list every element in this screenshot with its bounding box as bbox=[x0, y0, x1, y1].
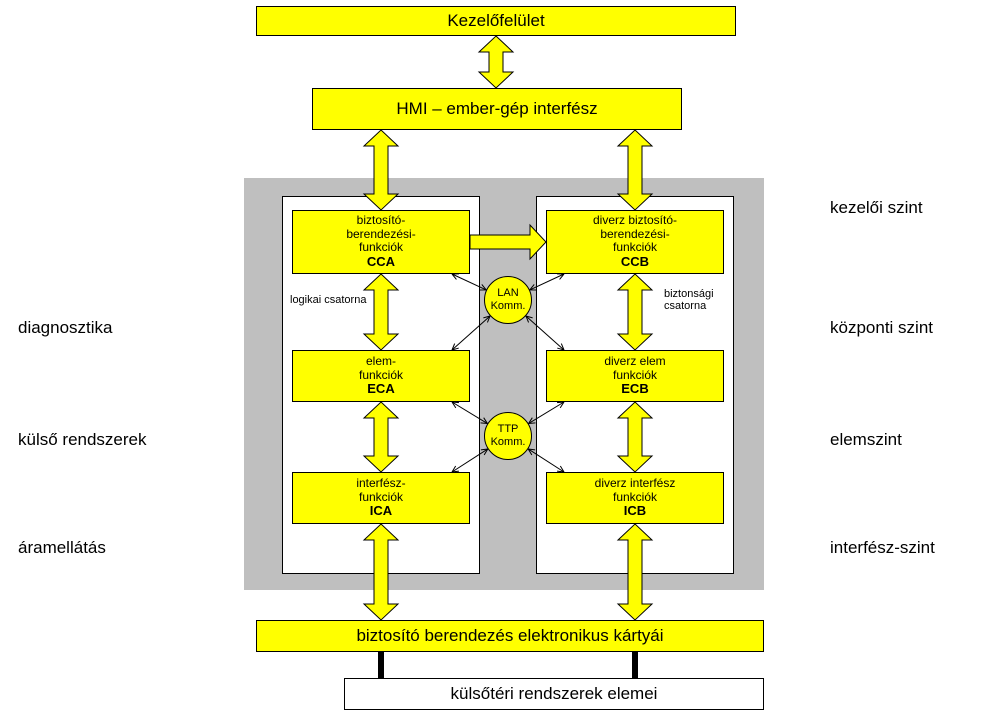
label-logikai-csatorna: logikai csatorna bbox=[290, 294, 366, 306]
box-eca: elem-funkciókECA bbox=[292, 350, 470, 402]
side-label-kezeloi-szint: kezelői szint bbox=[830, 198, 923, 218]
comm-lan: LANKomm. bbox=[484, 276, 532, 324]
side-label-aramellatas: áramellátás bbox=[18, 538, 106, 558]
box-electronic-cards-label: biztosító berendezés elektronikus kártyá… bbox=[356, 626, 663, 646]
box-hmi: HMI – ember-gép interfész bbox=[312, 88, 682, 130]
box-cca: biztosító-berendezési-funkciókCCA bbox=[292, 210, 470, 274]
side-label-kulso-rendszerek: külső rendszerek bbox=[18, 430, 147, 450]
box-electronic-cards: biztosító berendezés elektronikus kártyá… bbox=[256, 620, 764, 652]
box-icb: diverz interfészfunkciókICB bbox=[546, 472, 724, 524]
box-ccb: diverz biztosító-berendezési-funkciókCCB bbox=[546, 210, 724, 274]
box-hmi-label: HMI – ember-gép interfész bbox=[396, 99, 597, 119]
box-external-elements: külsőtéri rendszerek elemei bbox=[344, 678, 764, 710]
side-label-diagnosztika: diagnosztika bbox=[18, 318, 113, 338]
side-label-elemszint: elemszint bbox=[830, 430, 902, 450]
box-external-elements-label: külsőtéri rendszerek elemei bbox=[451, 684, 658, 704]
side-label-kozponti-szint: központi szint bbox=[830, 318, 933, 338]
box-kezelofelulet: Kezelőfelület bbox=[256, 6, 736, 36]
box-ica: interfész-funkciókICA bbox=[292, 472, 470, 524]
comm-ttp: TTPKomm. bbox=[484, 412, 532, 460]
box-ecb: diverz elemfunkciókECB bbox=[546, 350, 724, 402]
side-label-interfesz-szint: interfész-szint bbox=[830, 538, 935, 558]
label-biztonsagi-csatorna: biztonságicsatorna bbox=[664, 288, 714, 312]
box-kezelofelulet-label: Kezelőfelület bbox=[447, 11, 544, 31]
